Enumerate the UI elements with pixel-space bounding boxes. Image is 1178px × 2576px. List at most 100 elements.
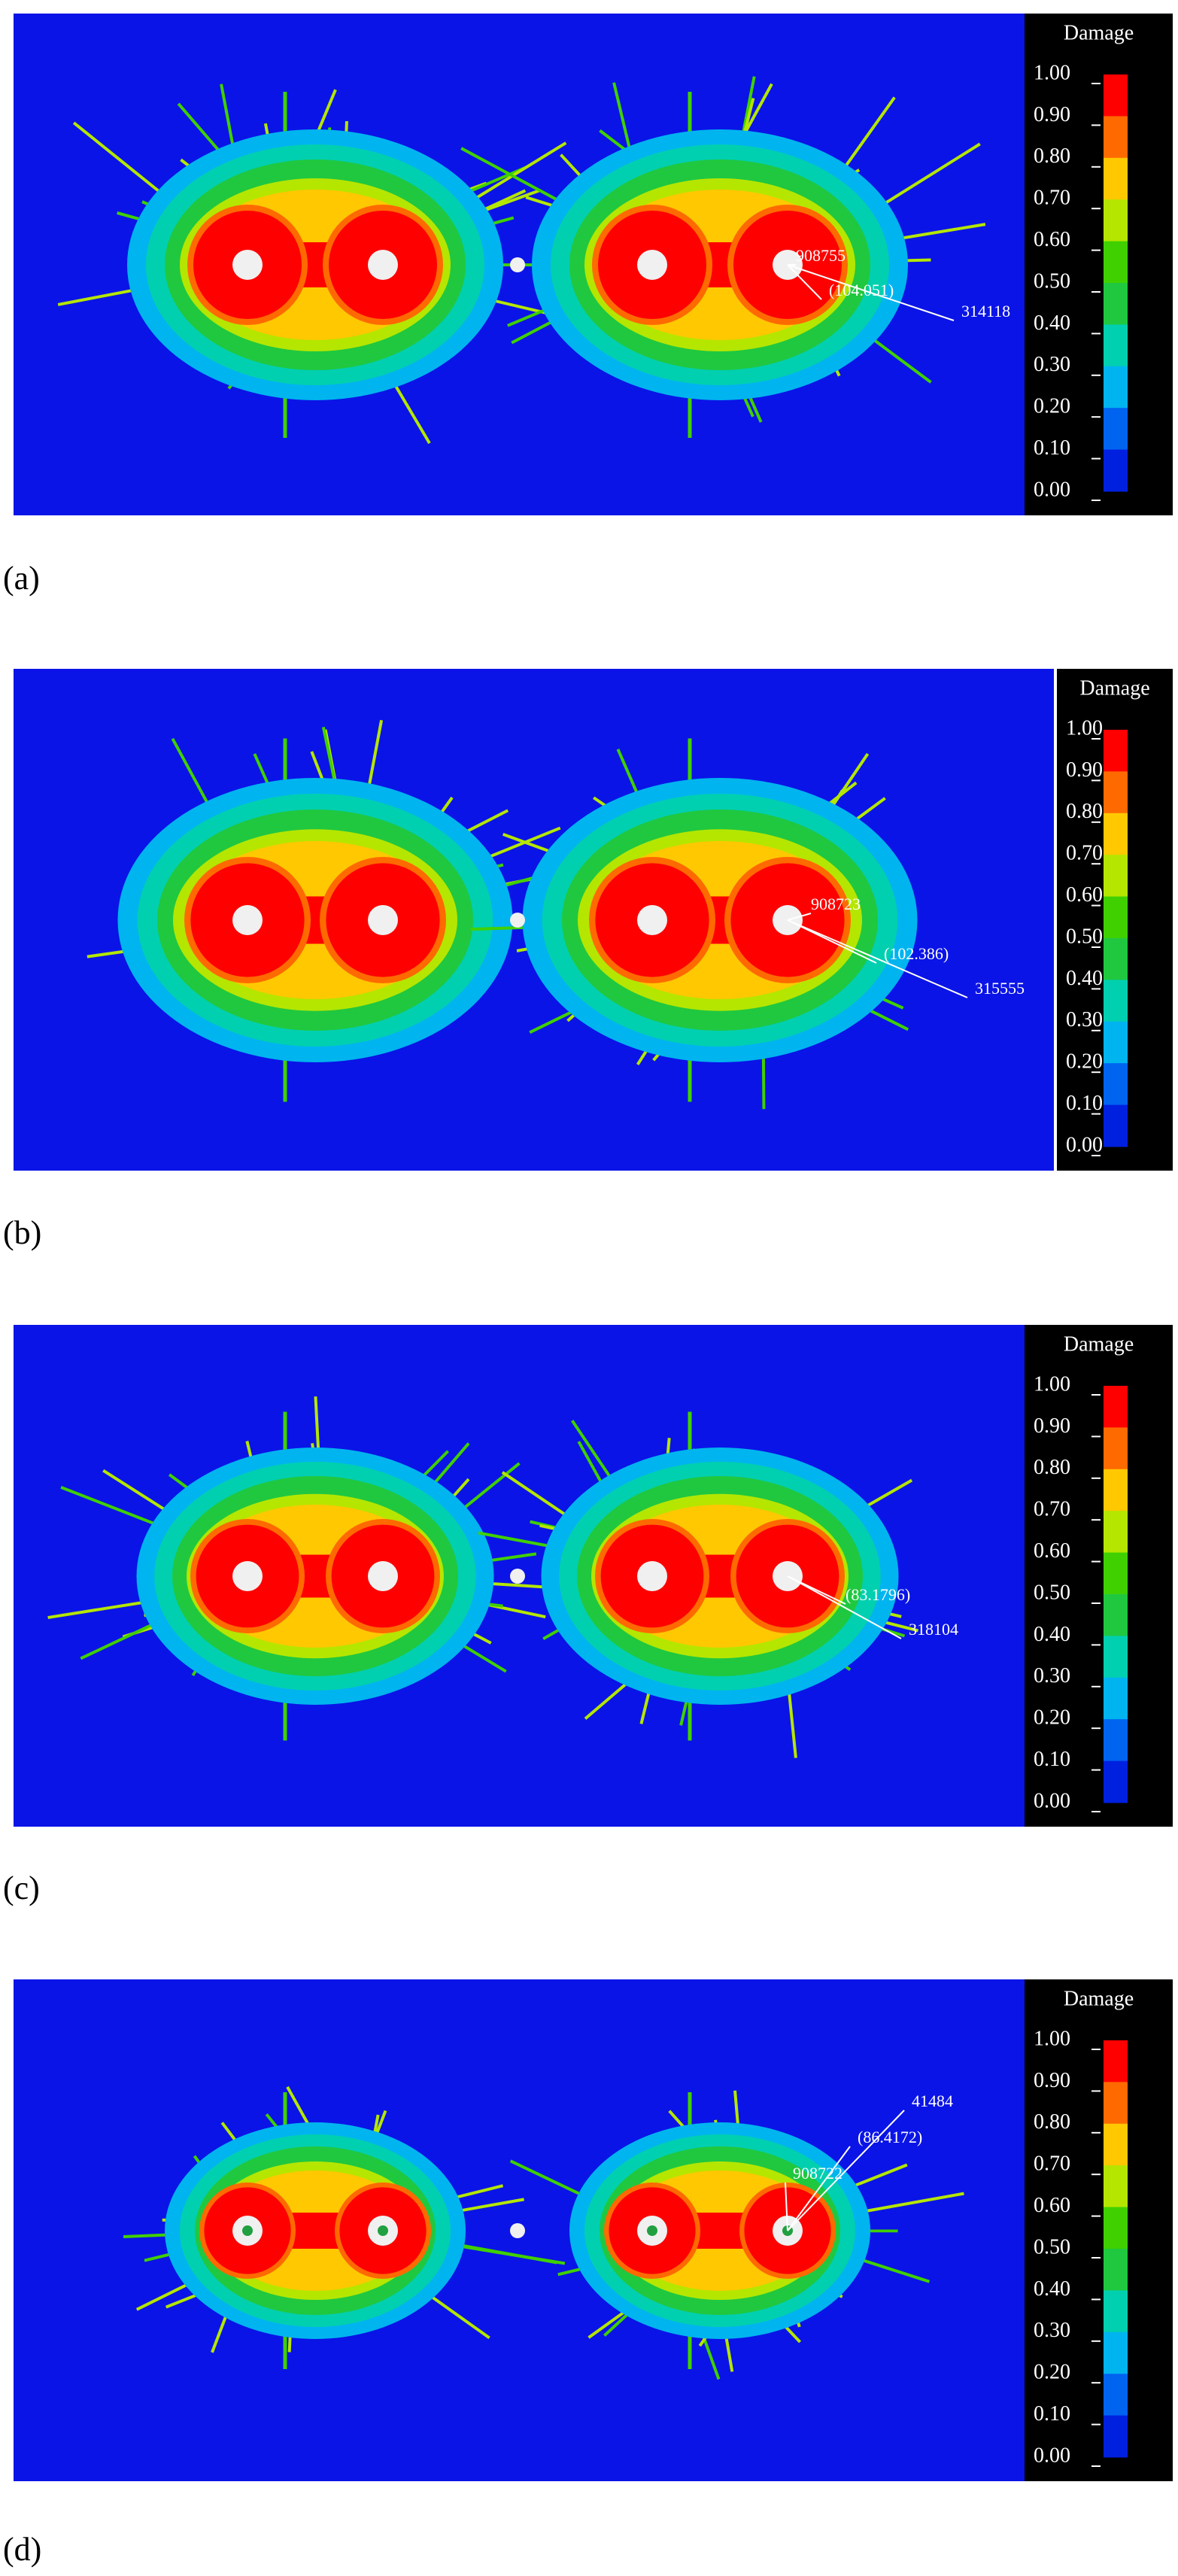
colorbar-segment [1104, 980, 1128, 1022]
monitor-point [510, 913, 525, 928]
legend-tick-label: 0.90 [1034, 2069, 1070, 2092]
annotation: 318104 [909, 1620, 958, 1639]
legend-tick-label: 0.10 [1034, 1748, 1070, 1771]
colorbar-segment [1104, 2332, 1128, 2374]
colorbar-segment [1104, 2374, 1128, 2416]
borehole [368, 905, 398, 935]
legend-tick-label: 0.20 [1034, 1706, 1070, 1730]
legend-tick-label: 0.50 [1066, 925, 1103, 948]
legend-tick-label: 0.50 [1034, 2235, 1070, 2259]
colorbar-segment [1104, 450, 1128, 492]
monitor-point [510, 257, 525, 272]
legend-title: Damage [1079, 676, 1149, 700]
legend-tick-label: 0.30 [1034, 2319, 1070, 2342]
legend-tick-label: 1.00 [1034, 61, 1070, 84]
colorbar-segment [1104, 2207, 1128, 2249]
charge [647, 2225, 657, 2236]
legend-tick-label: 0.40 [1066, 967, 1103, 990]
colorbar-segment [1104, 1105, 1128, 1147]
legend-tick-label: 0.50 [1034, 269, 1070, 293]
colorbar-segment [1104, 2290, 1128, 2332]
colorbar-segment [1104, 2416, 1128, 2458]
panel-label: (c) [3, 1870, 40, 1906]
colorbar-segment [1104, 1678, 1128, 1720]
colorbar-segment [1104, 1511, 1128, 1553]
legend-tick-label: 0.20 [1034, 2361, 1070, 2384]
legend-tick-label: 0.30 [1034, 1664, 1070, 1687]
legend-tick-label: 0.50 [1034, 1581, 1070, 1604]
borehole [232, 250, 263, 280]
legend-tick-label: 0.40 [1034, 311, 1070, 335]
legend-title: Damage [1064, 1332, 1134, 1356]
colorbar-segment [1104, 1022, 1128, 1064]
colorbar-segment [1104, 813, 1128, 855]
colorbar-segment [1104, 158, 1128, 200]
panel-label: (a) [3, 560, 40, 597]
colorbar-segment [1104, 366, 1128, 409]
panel: 908755(104.051)314118Damage1.000.900.800… [3, 14, 1173, 597]
monitor-point [510, 2223, 525, 2238]
colorbar-segment [1104, 1063, 1128, 1105]
legend-tick-label: 0.00 [1034, 478, 1070, 501]
panel: 41484(86.4172)908722Damage1.000.900.800.… [3, 1979, 1173, 2568]
annotation: (102.386) [884, 944, 949, 963]
annotation: 908722 [793, 2164, 843, 2183]
colorbar-segment [1104, 2249, 1128, 2291]
charge [378, 2225, 388, 2236]
colorbar-segment [1104, 897, 1128, 939]
colorbar-segment [1104, 283, 1128, 325]
legend-tick-label: 0.70 [1066, 842, 1103, 865]
legend-tick-label: 1.00 [1034, 1372, 1070, 1396]
colorbar-segment [1104, 1719, 1128, 1761]
borehole [637, 250, 667, 280]
annotation: 315555 [975, 979, 1025, 998]
colorbar-segment [1104, 242, 1128, 284]
borehole [232, 1561, 263, 1591]
legend-tick-label: 0.80 [1066, 800, 1103, 823]
charge [242, 2225, 253, 2236]
colorbar-segment [1104, 1427, 1128, 1469]
colorbar-segment [1104, 408, 1128, 450]
annotation: 908755 [796, 246, 846, 265]
colorbar-segment [1104, 1636, 1128, 1678]
panel: 908723 (102.386) 315555 Damage 1.00 0.90 0.80 0… [3, 669, 1173, 1251]
borehole [368, 1561, 398, 1591]
colorbar-segment [1104, 730, 1128, 772]
borehole [232, 905, 263, 935]
panel-label: (d) [3, 2531, 41, 2568]
legend-tick-label: 0.00 [1066, 1133, 1103, 1156]
legend-tick-label: 0.70 [1034, 1498, 1070, 1521]
colorbar-segment [1104, 116, 1128, 158]
colorbar-segment [1104, 1761, 1128, 1803]
legend-tick-label: 0.40 [1034, 2277, 1070, 2301]
legend-tick-label: 1.00 [1066, 716, 1103, 740]
annotation: 908723 [811, 895, 861, 913]
legend-title: Damage [1064, 1987, 1134, 2010]
legend-tick-label: 0.10 [1034, 2402, 1070, 2426]
legend-title: Damage [1064, 21, 1134, 44]
colorbar-segment [1104, 1386, 1128, 1428]
legend-tick-label: 0.80 [1034, 144, 1070, 168]
legend-tick-label: 0.10 [1034, 436, 1070, 460]
colorbar-segment [1104, 324, 1128, 366]
legend-tick-label: 0.90 [1066, 758, 1103, 782]
legend-tick-label: 0.70 [1034, 187, 1070, 210]
legend-tick-label: 0.70 [1034, 2152, 1070, 2176]
legend-tick-label: 0.20 [1066, 1050, 1103, 1074]
legend-tick-label: 0.30 [1034, 353, 1070, 376]
legend-tick-label: 0.10 [1066, 1092, 1103, 1115]
legend-tick-label: 0.60 [1066, 883, 1103, 907]
colorbar-segment [1104, 1469, 1128, 1511]
borehole [637, 905, 667, 935]
legend-tick-label: 0.90 [1034, 103, 1070, 126]
colorbar-segment [1104, 2040, 1128, 2082]
borehole [637, 1561, 667, 1591]
annotation: (83.1796) [846, 1585, 910, 1604]
legend-tick-label: 0.30 [1066, 1008, 1103, 1031]
legend-tick-label: 0.00 [1034, 1789, 1070, 1812]
legend-tick-label: 0.40 [1034, 1623, 1070, 1646]
monitor-point [510, 1569, 525, 1584]
legend-tick-label: 0.90 [1034, 1414, 1070, 1438]
panel: (83.1796)318104Damage1.000.900.800.700.6… [3, 1325, 1173, 1906]
legend-tick-label: 1.00 [1034, 2027, 1070, 2050]
